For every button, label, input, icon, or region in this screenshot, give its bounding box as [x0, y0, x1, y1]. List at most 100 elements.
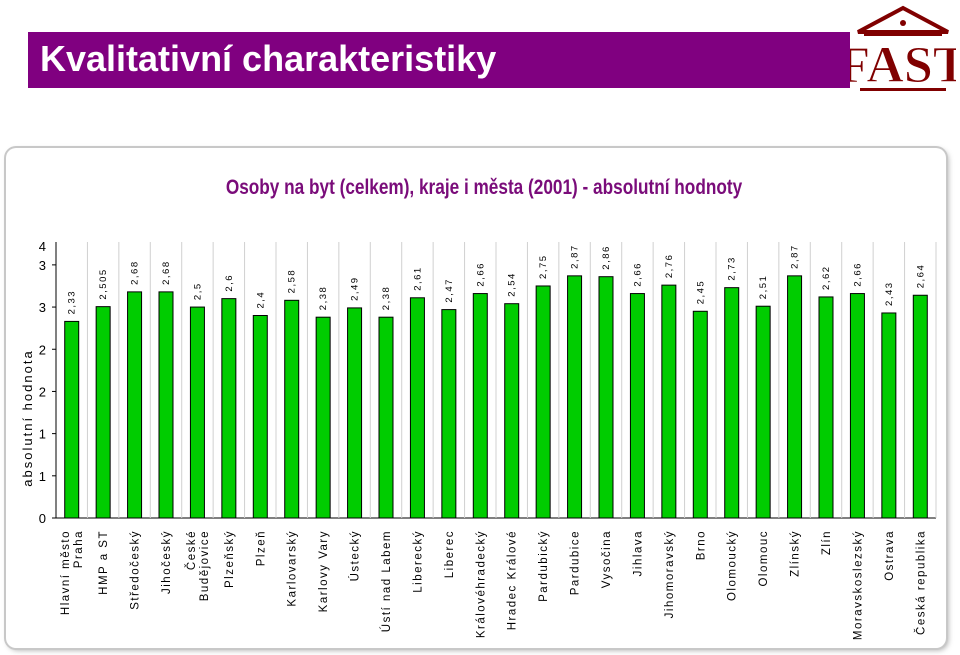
bar [409, 297, 425, 519]
title-bar: Kvalitativní charakteristiky [28, 32, 850, 88]
bar-value-label: 2,6 [224, 274, 235, 292]
x-tick-label: Jihomoravský [664, 530, 676, 618]
bar-value-label: 2,86 [601, 245, 612, 270]
x-tick-label: Olomoucký [727, 530, 739, 601]
bar [912, 294, 928, 519]
x-tick-label: HMP a ST [98, 530, 110, 595]
x-tick-label: Moravskoslezský [852, 530, 864, 640]
x-tick-label: Plzeň [255, 530, 267, 566]
bar [158, 291, 174, 519]
bar-value-label: 2,75 [538, 254, 549, 279]
chart-panel: Osoby na byt (celkem), kraje i města (20… [6, 148, 946, 648]
bar-value-label: 2,38 [381, 286, 392, 311]
x-tick-label: Ústecký [349, 530, 362, 581]
x-tick-label: Ústí nad Labem [380, 530, 393, 632]
x-tick-label: Ostrava [884, 530, 896, 581]
x-tick-label: Královéhradecký [475, 530, 487, 638]
bar-value-label: 2,54 [507, 272, 518, 297]
bar [724, 287, 740, 519]
bar [472, 293, 488, 519]
slide-title: Kvalitativní charakteristiky [40, 38, 497, 79]
bar [504, 303, 520, 519]
x-tick-label: Česká republika [914, 530, 927, 635]
bar [441, 309, 457, 519]
x-tick-label: Pardubický [538, 530, 550, 602]
bar-value-label: 2,58 [287, 269, 298, 294]
x-tick-label: Středočeský [130, 530, 142, 610]
bar [755, 305, 771, 519]
bar-value-label: 2,73 [727, 256, 738, 281]
bar [221, 298, 237, 519]
y-tick-label: 2 [39, 384, 46, 399]
x-tick-label: Plzeňský [224, 530, 236, 588]
bar-value-label: 2,62 [821, 265, 832, 290]
bar-value-label: 2,66 [475, 262, 486, 287]
bar-value-label: 2,43 [884, 281, 895, 306]
y-tick-label: 1 [39, 469, 46, 484]
logo-text: FAST [850, 37, 956, 92]
bar [189, 306, 205, 519]
logo-emblem-icon [900, 20, 906, 26]
chart-title: Osoby na byt (celkem), kraje i města (20… [226, 177, 743, 200]
bar-value-label: 2,33 [67, 290, 78, 315]
bar-value-label: 2,45 [695, 280, 706, 305]
bar [252, 315, 268, 519]
x-tick-label: Vysočina [601, 530, 613, 588]
y-tick-label: 3 [39, 258, 46, 273]
logo-base-icon [860, 88, 946, 91]
bar [378, 316, 394, 519]
bar-chart: Osoby na byt (celkem), kraje i města (20… [20, 177, 937, 640]
bar-value-label: 2,61 [412, 266, 423, 291]
bar-value-label: 2,66 [852, 262, 863, 287]
x-tick-label: Karlovy Vary [318, 530, 330, 612]
bar-value-label: 2,51 [758, 275, 769, 300]
bar-value-label: 2,47 [444, 278, 455, 303]
bar [95, 306, 111, 519]
bar [64, 320, 80, 519]
bar [881, 312, 897, 519]
bar-value-label: 2,87 [570, 244, 581, 269]
logo-building-icon [857, 5, 949, 91]
x-tick-label: České [185, 530, 198, 570]
x-tick-label: Jihočeský [161, 530, 173, 594]
y-tick-label: 2 [39, 342, 46, 357]
bar [315, 316, 331, 519]
bar [284, 299, 300, 519]
y-axis-label: absolutní hodnota [20, 349, 35, 486]
y-tick-label: 0 [39, 511, 46, 526]
x-tick-label: Olomouc [758, 530, 770, 587]
x-tick-label: Hradec Králové [507, 530, 519, 630]
bar-value-label: 2,68 [130, 260, 141, 285]
x-tick-label: Pardubice [570, 530, 582, 595]
x-tick-label: Jihlava [632, 530, 644, 576]
fast-logo: FAST [850, 5, 956, 92]
bar-value-label: 2,38 [318, 286, 329, 311]
bar-value-label: 2,505 [98, 268, 109, 299]
x-tick-label: Liberec [444, 530, 456, 578]
bar-value-label: 2,4 [255, 291, 266, 309]
bar [787, 275, 803, 519]
bar-value-label: 2,87 [790, 244, 801, 269]
bar [347, 307, 363, 519]
y-tick-label-top: 4 [39, 239, 46, 254]
bar [567, 275, 583, 519]
bar [849, 293, 865, 519]
x-tick-label: Budějovice [199, 530, 211, 601]
bar-value-label: 2,66 [632, 262, 643, 287]
x-tick-label: Brno [695, 530, 707, 560]
y-tick-label: 3 [39, 300, 46, 315]
x-tick-label: Hlavní město [60, 530, 72, 615]
bar-value-label: 2,49 [350, 276, 361, 301]
bar [692, 310, 708, 519]
bar [598, 276, 614, 519]
bar [661, 284, 677, 519]
y-tick-label: 1 [39, 427, 46, 442]
x-tick-label: Zlín [821, 530, 833, 555]
logo-beam-icon [864, 32, 942, 36]
bar [535, 285, 551, 519]
x-tick-label: Karlovarský [287, 530, 299, 607]
bar-value-label: 2,76 [664, 254, 675, 279]
bar [818, 296, 834, 519]
x-tick-label: Praha [73, 530, 85, 568]
x-tick-label: Liberecký [412, 530, 424, 593]
